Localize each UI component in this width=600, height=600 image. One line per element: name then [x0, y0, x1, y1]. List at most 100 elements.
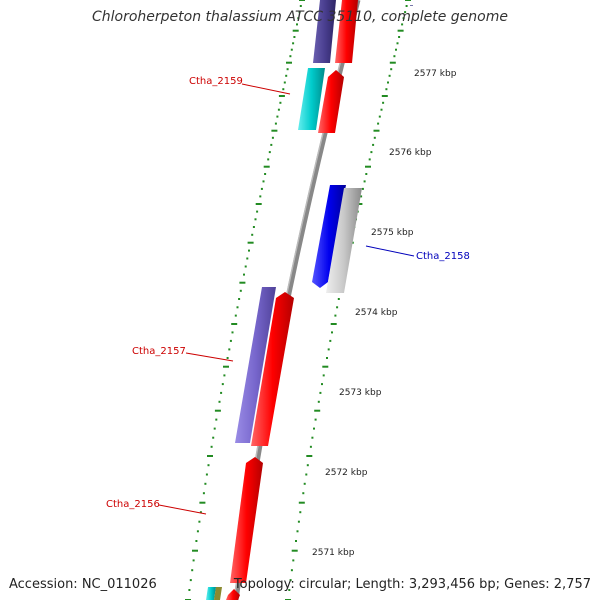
tick-mark-major: [373, 129, 380, 132]
tick-dot: [251, 233, 254, 236]
gene-bottom-red: [226, 589, 240, 600]
tick-dot: [372, 143, 375, 146]
tick-dot: [370, 151, 373, 154]
tick-label-2576: 2576 kbp: [389, 148, 432, 158]
tick-dot: [405, 5, 408, 7]
tick-mark-major: [306, 455, 313, 457]
tick-dot: [254, 218, 257, 221]
tick-dot: [213, 427, 216, 430]
tick-dot: [289, 579, 292, 582]
tick-dot: [326, 357, 328, 359]
tick-mark-major: [223, 365, 229, 368]
tick-dot: [268, 151, 271, 154]
gene-ctha-2156: [230, 457, 263, 583]
tick-dot: [298, 11, 301, 14]
tick-label-2571: 2571 kbp: [312, 548, 355, 558]
tick-dot: [393, 55, 396, 58]
gene-ctha-2158-grey: [326, 188, 362, 293]
tick-mark-major: [291, 549, 298, 552]
small-mark: [410, 5, 413, 6]
tick-dot: [231, 331, 234, 334]
tick-dot: [248, 249, 250, 252]
tick-dot: [243, 273, 245, 276]
tick-dot: [218, 400, 221, 403]
tick-label-2577: 2577 kbp: [414, 69, 457, 79]
tick-dot: [290, 569, 293, 572]
tick-dot: [285, 74, 288, 77]
tick-dot: [337, 298, 340, 300]
tick-dot: [210, 445, 213, 448]
tick-dot: [363, 180, 366, 183]
tick-dot: [196, 530, 199, 533]
tick-dot: [204, 482, 207, 485]
tick-dot: [361, 187, 364, 190]
accession-text: Accession: NC_011026: [9, 577, 157, 592]
tick-mark-major: [381, 95, 388, 97]
tick-dot: [368, 158, 371, 161]
tick-dot: [189, 579, 192, 582]
tick-dot: [365, 173, 368, 175]
tick-dot: [303, 482, 306, 485]
tick-dot: [195, 540, 198, 542]
tick-dot: [382, 101, 385, 104]
tick-dot: [267, 158, 270, 161]
tick-mark-major: [365, 165, 371, 168]
tick-mark-major: [255, 203, 262, 205]
tick-dot: [256, 210, 259, 213]
tick-dot: [260, 187, 263, 190]
tick-dot: [207, 464, 210, 467]
map-title: Chloroherpeton thalassium ATCC 35110, co…: [92, 9, 508, 25]
tick-dot: [402, 17, 405, 20]
tick-dot: [380, 108, 383, 111]
tick-dot: [378, 115, 381, 118]
tick-dot: [387, 81, 389, 84]
tick-dot: [199, 511, 202, 514]
tick-dot: [395, 48, 397, 51]
tick-dot: [299, 511, 302, 514]
tick-label-2573: 2573 kbp: [339, 388, 382, 398]
tick-dot: [226, 357, 229, 359]
tick-mark-major: [199, 501, 206, 504]
tick-dot: [259, 195, 262, 198]
tick-dot: [377, 122, 380, 125]
tick-mark-major: [356, 203, 363, 205]
gene-ctha-2157: [235, 287, 276, 443]
tick-dot: [198, 520, 201, 523]
tick-mark-major: [207, 455, 213, 457]
tick-dot: [274, 122, 277, 125]
tick-dot: [277, 108, 280, 111]
tick-dot: [314, 418, 317, 421]
tick-dot: [317, 400, 320, 403]
tick-dot: [327, 348, 330, 351]
tick-label-2574: 2574 kbp: [355, 308, 398, 318]
tick-dot: [192, 559, 195, 562]
tick-mark-major: [292, 29, 299, 32]
leader-ctha-2157: [185, 352, 234, 362]
label-ctha-2158: Ctha_2158: [416, 251, 470, 262]
tick-dot: [385, 88, 388, 91]
tick-mark-major: [397, 29, 404, 32]
tick-dot: [309, 445, 312, 448]
genome-summary-text: Topology: circular; Length: 3,293,456 bp…: [233, 577, 591, 592]
tick-dot: [236, 306, 239, 309]
tick-dot: [293, 36, 296, 38]
tick-dot: [279, 101, 282, 104]
tick-mark-major: [286, 61, 292, 64]
tick-dot: [270, 143, 273, 146]
leader-ctha-2156: [158, 504, 207, 515]
tick-dot: [334, 314, 337, 317]
tick-mark-major: [247, 241, 254, 244]
tick-dot: [404, 11, 407, 14]
tick-dot: [215, 418, 218, 421]
tick-dot: [244, 265, 247, 268]
tick-mark-major: [405, 0, 411, 1]
tick-mark-major: [330, 323, 337, 325]
tick-dot: [234, 314, 237, 317]
gene-red-top: [335, 0, 358, 63]
gene-red-2157b: [251, 292, 294, 446]
tick-dot: [297, 520, 300, 523]
tick-dot: [229, 339, 232, 342]
outer-tick-arc: [285, 0, 411, 600]
tick-mark-major: [263, 165, 270, 168]
tick-labels: 2577 kbp 2576 kbp 2575 kbp 2574 kbp 2573…: [312, 69, 457, 558]
